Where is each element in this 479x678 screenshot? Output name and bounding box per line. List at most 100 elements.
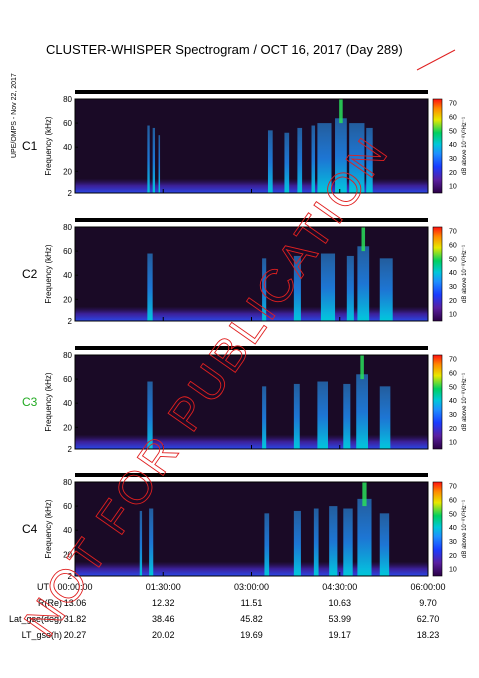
- colorbar: [432, 226, 443, 322]
- emission-band: [343, 383, 351, 449]
- colorbar-tick-label: 40: [449, 525, 457, 532]
- colorbar-tick-label: 20: [449, 170, 457, 177]
- emission-band: [379, 258, 393, 321]
- y-tick-label: 80: [63, 478, 72, 487]
- ephemeris-value: 19.69: [240, 630, 263, 640]
- ephemeris-value: 10.63: [328, 598, 351, 608]
- colorbar-tick-label: 20: [449, 553, 457, 560]
- emission-band: [311, 125, 316, 193]
- ephemeris-value: 11.51: [241, 598, 263, 608]
- ephemeris-row-label: Lat_gse(deg): [9, 614, 62, 624]
- ephemeris-row: Lat_gse(deg) 31.82 38.46 45.82 53.99 62.70: [9, 614, 439, 624]
- colorbar-tick-label: 20: [449, 426, 457, 433]
- panel-c2: C2 Frequency (kHz) 2 20 40 60 80 10 20 30 40 50 60 70…: [22, 218, 468, 326]
- y-tick-label: 60: [63, 375, 72, 384]
- colorbar-tick-label: 40: [449, 398, 457, 405]
- ephemeris-row-label: LT_gse(h): [22, 630, 62, 640]
- watermark-stroke: [416, 49, 456, 71]
- emission-band: [317, 381, 328, 449]
- ephemeris-value: 9.70: [419, 598, 437, 608]
- colorbar-tick-label: 40: [449, 142, 457, 149]
- emission-band: [379, 386, 391, 449]
- colorbar: [432, 354, 443, 450]
- ephemeris-value: 12.32: [152, 598, 175, 608]
- colorbar-tick-label: 60: [449, 370, 457, 377]
- colorbar: [432, 98, 443, 194]
- ephemeris-value: 01:30:00: [146, 582, 181, 592]
- emission-band: [149, 508, 154, 576]
- colorbar-tick-label: 30: [449, 412, 457, 419]
- colorbar-label: dB above 10⁻⁸V²Hz⁻¹: [461, 245, 468, 303]
- panel-c1: C1 Frequency (kHz) 2 20 40 60 80 10 20 30 40 50 60 70…: [22, 90, 468, 198]
- emission-band-peak: [362, 482, 367, 507]
- emission-band: [366, 127, 373, 193]
- emission-band: [329, 506, 338, 576]
- emission-band: [147, 125, 150, 193]
- y-tick-label: 40: [63, 399, 72, 408]
- ephemeris-value: 38.46: [152, 614, 175, 624]
- y-tick-label: 2: [68, 445, 73, 454]
- colorbar-label: dB above 10⁻⁸V²Hz⁻¹: [461, 373, 468, 431]
- spacecraft-label: C4: [22, 522, 38, 536]
- colorbar-tick-label: 40: [449, 270, 457, 277]
- emission-band: [293, 255, 301, 321]
- ephemeris-value: 19.17: [328, 630, 351, 640]
- emission-band: [293, 383, 300, 449]
- y-axis-label: Frequency (kHz): [44, 244, 53, 303]
- colorbar-tick-label: 70: [449, 357, 457, 364]
- ephemeris-value: 03:00:00: [234, 582, 269, 592]
- colorbar-tick-label: 60: [449, 114, 457, 121]
- colorbar: [432, 481, 443, 577]
- colorbar-label: dB above 10⁻⁸V²Hz⁻¹: [461, 500, 468, 558]
- y-tick-label: 2: [68, 317, 73, 326]
- ephemeris-value: 62.70: [417, 614, 440, 624]
- emission-band: [147, 253, 153, 321]
- colorbar-tick-label: 70: [449, 101, 457, 108]
- panel-c4: C4 Frequency (kHz) 2 20 40 60 80 10 20 30 40 50 60 70…: [22, 473, 468, 581]
- emission-band: [267, 130, 273, 193]
- spacecraft-label: C3: [22, 395, 38, 409]
- ephemeris-row: LT_gse(h) 20.27 20.02 19.69 19.17 18.23: [22, 630, 440, 640]
- ephemeris-value: 06:00:00: [410, 582, 445, 592]
- colorbar-label: dB above 10⁻⁸V²Hz⁻¹: [461, 117, 468, 175]
- colorbar-tick-label: 10: [449, 312, 457, 319]
- y-tick-label: 20: [63, 550, 72, 559]
- status-bar: [75, 473, 428, 477]
- y-tick-label: 80: [63, 223, 72, 232]
- y-tick-label: 20: [63, 423, 72, 432]
- emission-band: [297, 127, 303, 193]
- colorbar-tick-label: 20: [449, 298, 457, 305]
- y-tick-label: 40: [63, 271, 72, 280]
- emission-band: [357, 246, 370, 321]
- y-axis-label: Frequency (kHz): [44, 116, 53, 175]
- panel-c3: C3 Frequency (kHz) 2 20 40 60 80 10 20 30 40 50 60 70…: [22, 346, 468, 454]
- emission-band: [313, 508, 319, 576]
- emission-band: [317, 123, 332, 193]
- emission-band: [357, 498, 372, 576]
- emission-band: [262, 386, 267, 449]
- status-bar: [75, 90, 428, 94]
- y-tick-label: 60: [63, 119, 72, 128]
- colorbar-tick-label: 50: [449, 384, 457, 391]
- spacecraft-label: C1: [22, 139, 38, 153]
- y-tick-label: 40: [63, 143, 72, 152]
- status-bar: [75, 346, 428, 350]
- y-tick-label: 40: [63, 526, 72, 535]
- colorbar-tick-label: 30: [449, 156, 457, 163]
- colorbar-tick-label: 30: [449, 539, 457, 546]
- emission-band: [264, 513, 270, 576]
- emission-band: [152, 127, 156, 193]
- ephemeris-value: 00:00:00: [57, 582, 92, 592]
- ephemeris-value: 13.06: [64, 598, 87, 608]
- ephemeris-value: 18.23: [417, 630, 440, 640]
- status-bar: [75, 218, 428, 222]
- y-tick-label: 80: [63, 351, 72, 360]
- emission-band: [139, 510, 143, 576]
- ephemeris-row: UT 00:00:00 01:30:00 03:00:00 04:30:00 06:00:…: [37, 582, 446, 592]
- spacecraft-label: C2: [22, 267, 38, 281]
- emission-band: [147, 381, 153, 449]
- colorbar-tick-label: 50: [449, 511, 457, 518]
- emission-band-peak: [339, 99, 343, 124]
- ephemeris-value: 45.82: [240, 614, 263, 624]
